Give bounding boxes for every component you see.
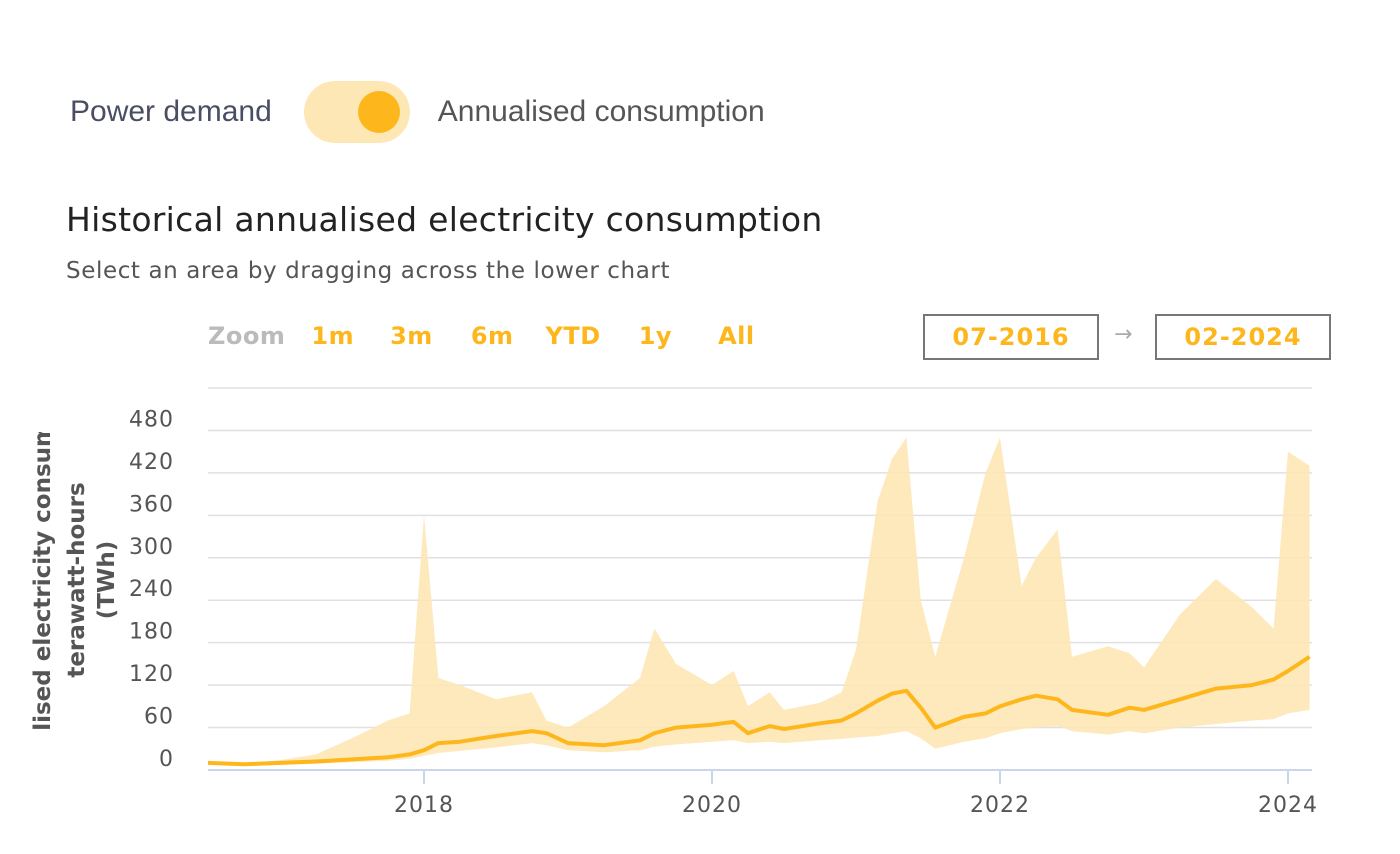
y-tick-label: 180	[129, 620, 174, 645]
zoom-all-button[interactable]: All	[718, 322, 755, 350]
range-arrow-icon: →	[1114, 322, 1133, 347]
chart-subtitle: Select an area by dragging across the lo…	[66, 258, 671, 284]
zoom-3m-button[interactable]: 3m	[390, 322, 433, 350]
zoom-label: Zoom	[208, 322, 286, 350]
x-tick-label: 2020	[682, 793, 742, 818]
y-tick-label: 300	[129, 535, 174, 560]
y-tick-label: 0	[159, 747, 174, 772]
x-tick-label: 2018	[394, 793, 454, 818]
view-toggle: Power demand Annualised consumption	[70, 80, 765, 144]
range-band	[208, 437, 1310, 766]
y-tick-label: 480	[129, 407, 174, 432]
y-tick-label: 60	[144, 705, 174, 730]
chart-title: Historical annualised electricity consum…	[66, 200, 823, 239]
y-axis-title-line: Annualised electricity consumption,	[30, 347, 56, 814]
power-demand-label[interactable]: Power demand	[70, 95, 272, 128]
range-to-input[interactable]: 02-2024	[1155, 314, 1331, 360]
y-axis-title-line: (TWh)	[94, 541, 120, 619]
zoom-1m-button[interactable]: 1m	[311, 322, 355, 350]
zoom-1y-button[interactable]: 1y	[638, 322, 673, 350]
estimate-line	[207, 655, 1311, 767]
y-tick-label: 420	[129, 450, 174, 475]
toggle-knob[interactable]	[357, 91, 400, 133]
zoom-6m-button[interactable]: 6m	[470, 322, 514, 350]
y-axis-title-line: terawatt-hours	[64, 482, 90, 677]
x-tick-label: 2024	[1258, 793, 1318, 818]
y-tick-label: 240	[129, 577, 174, 602]
x-tick-label: 2022	[970, 793, 1030, 818]
range-from-input[interactable]: 07-2016	[923, 314, 1099, 360]
y-tick-label: 120	[129, 662, 174, 687]
zoom-bar: Zoom 1m 3m 6m YTD 1y All	[208, 322, 755, 350]
y-axis-title: Annualised electricity consumption, teraw…	[30, 347, 120, 814]
zoom-ytd-button[interactable]: YTD	[545, 322, 601, 350]
view-toggle-switch[interactable]	[303, 81, 410, 143]
y-tick-label: 360	[129, 492, 174, 517]
annualised-consumption-label[interactable]: Annualised consumption	[437, 95, 765, 128]
